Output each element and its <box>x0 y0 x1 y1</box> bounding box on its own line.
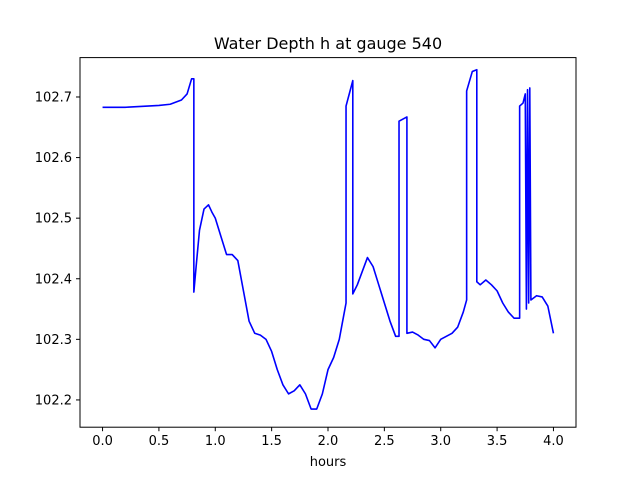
series-line-0 <box>102 68 555 410</box>
x-tick-label: 2.0 <box>318 434 339 449</box>
x-tick-label: 4.0 <box>543 434 564 449</box>
x-axis-label: hours <box>310 455 347 470</box>
chart-title: Water Depth h at gauge 540 <box>214 34 442 53</box>
y-axis: 102.2 102.3 102.4 102.5 102.6 102.7 <box>35 90 80 408</box>
x-tick-label: 0.5 <box>149 434 170 449</box>
y-tick-label: 102.2 <box>35 393 72 408</box>
x-tick-label: 1.5 <box>261 434 282 449</box>
x-tick-label: 3.5 <box>487 434 508 449</box>
x-tick-label: 1.0 <box>205 434 226 449</box>
y-tick-label: 102.6 <box>35 151 72 166</box>
x-tick-label: 2.5 <box>374 434 395 449</box>
y-tick-label: 102.4 <box>35 272 72 287</box>
y-tick-label: 102.7 <box>35 90 72 105</box>
y-tick-label: 102.5 <box>35 212 72 227</box>
x-tick-label: 0.0 <box>92 434 113 449</box>
y-tick-label: 102.3 <box>35 333 72 348</box>
plot-area <box>102 68 555 410</box>
x-tick-label: 3.0 <box>430 434 451 449</box>
x-axis: 0.0 0.5 1.0 1.5 2.0 2.5 3.0 3.5 4.0 <box>92 427 564 449</box>
